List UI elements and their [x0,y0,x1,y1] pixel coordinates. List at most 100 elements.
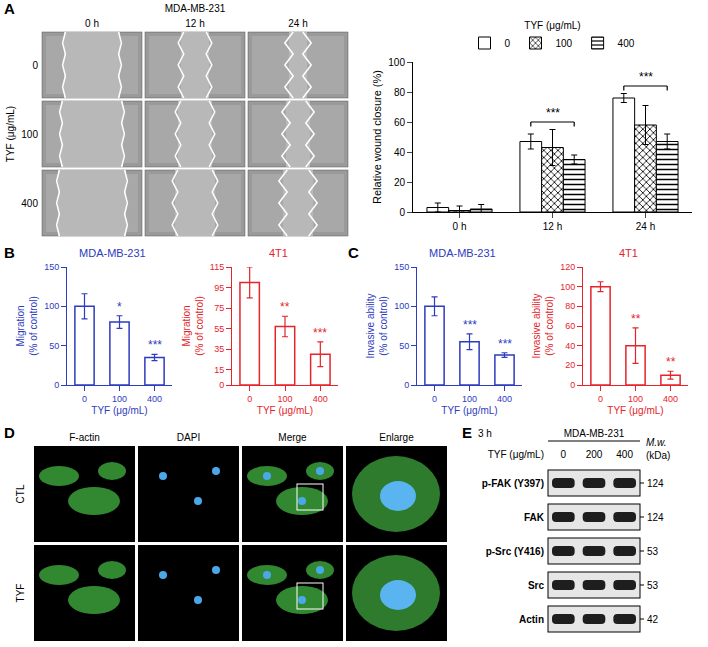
svg-text:Enlarge: Enlarge [379,432,414,443]
svg-text:100: 100 [394,301,409,311]
svg-text:E: E [462,424,472,441]
svg-text:0: 0 [82,394,87,404]
svg-text:0: 0 [247,394,252,404]
svg-text:124: 124 [647,512,664,523]
svg-text:**: ** [631,312,641,326]
svg-text:Actin: Actin [519,614,544,625]
svg-text:20: 20 [565,360,575,370]
svg-text:0: 0 [404,380,409,390]
svg-text:100: 100 [462,394,477,404]
svg-text:100: 100 [112,394,127,404]
svg-text:50: 50 [399,341,409,351]
svg-text:Migration(% of control): Migration(% of control) [15,296,39,355]
svg-text:Relative wound closure (%): Relative wound closure (%) [371,70,383,204]
svg-text:100: 100 [44,301,59,311]
svg-text:100: 100 [277,394,292,404]
svg-text:**: ** [280,300,290,314]
svg-text:400: 400 [497,394,512,404]
svg-text:75: 75 [214,303,224,313]
svg-text:0: 0 [561,449,567,460]
svg-text:***: *** [639,70,653,84]
svg-text:120: 120 [560,262,575,272]
svg-text:***: *** [313,326,327,340]
svg-text:53: 53 [647,546,659,557]
svg-text:F-actin: F-actin [69,432,100,443]
svg-text:115: 115 [210,262,224,272]
svg-text:Invasive ability(% of control): Invasive ability(% of control) [531,293,555,358]
svg-text:3 h: 3 h [478,428,492,439]
svg-text:*: * [117,300,122,314]
svg-text:35: 35 [214,344,224,354]
svg-text:95: 95 [214,283,224,293]
svg-text:CTL: CTL [15,484,26,503]
svg-text:400: 400 [21,198,38,209]
svg-text:0: 0 [598,394,603,404]
svg-text:400: 400 [313,394,328,404]
svg-text:***: *** [148,338,162,352]
svg-text:124: 124 [647,478,664,489]
svg-text:MDA-MB-231: MDA-MB-231 [165,3,226,14]
svg-text:100: 100 [560,282,575,292]
svg-text:TYF: TYF [15,584,26,603]
svg-text:100: 100 [628,394,643,404]
svg-text:Merge: Merge [278,432,307,443]
svg-text:**: ** [666,355,676,369]
svg-text:100: 100 [21,129,38,140]
svg-text:TYF (μg/mL): TYF (μg/mL) [5,106,16,162]
svg-text:A: A [4,0,15,17]
svg-text:4T1: 4T1 [269,247,288,259]
svg-text:20: 20 [394,177,406,188]
svg-text:B: B [4,244,15,261]
svg-text:MDA-MB-231: MDA-MB-231 [79,247,146,259]
svg-text:0: 0 [399,207,405,218]
svg-text:***: *** [498,337,512,351]
svg-text:40: 40 [565,341,575,351]
svg-text:Src: Src [528,580,545,591]
svg-text:TYF (μg/mL): TYF (μg/mL) [441,405,497,416]
svg-text:p-Src (Y416): p-Src (Y416) [486,546,544,557]
svg-text:TYF (μg/mL): TYF (μg/mL) [524,20,580,31]
svg-text:0: 0 [32,60,38,71]
svg-text:55: 55 [214,324,224,334]
svg-text:0: 0 [570,380,575,390]
svg-text:0: 0 [505,38,511,49]
svg-text:400: 400 [147,394,162,404]
svg-text:50: 50 [49,341,59,351]
svg-text:0: 0 [219,380,224,390]
svg-text:C: C [348,244,359,261]
svg-text:80: 80 [394,87,406,98]
svg-text:TYF (μg/mL): TYF (μg/mL) [91,405,147,416]
svg-text:24 h: 24 h [288,18,307,29]
svg-text:150: 150 [44,262,59,272]
svg-text:0: 0 [432,394,437,404]
svg-text:D: D [4,424,15,441]
svg-text:TYF (μg/mL): TYF (μg/mL) [488,449,544,460]
svg-text:53: 53 [647,580,659,591]
svg-text:15: 15 [214,365,224,375]
svg-text:40: 40 [394,147,406,158]
svg-text:200: 200 [586,449,603,460]
svg-text:100: 100 [556,38,573,49]
svg-text:M.w.: M.w. [646,437,667,448]
svg-text:DAPI: DAPI [177,432,200,443]
svg-text:400: 400 [616,449,633,460]
svg-text:Migration(% of control): Migration(% of control) [181,296,205,355]
svg-text:12 h: 12 h [185,18,204,29]
svg-text:4T1: 4T1 [619,247,638,259]
svg-text:24 h: 24 h [636,221,655,232]
svg-text:0: 0 [54,380,59,390]
svg-text:400: 400 [663,394,678,404]
svg-text:TYF (μg/mL): TYF (μg/mL) [257,405,313,416]
svg-text:0 h: 0 h [453,221,467,232]
svg-text:60: 60 [394,117,406,128]
svg-text:FAK: FAK [524,512,545,523]
svg-text:100: 100 [388,57,405,68]
svg-text:60: 60 [565,321,575,331]
svg-text:TYF (μg/mL): TYF (μg/mL) [607,405,663,416]
svg-text:MDA-MB-231: MDA-MB-231 [429,247,496,259]
svg-text:42: 42 [647,614,659,625]
svg-text:150: 150 [394,262,409,272]
svg-text:Invasive ability(% of control): Invasive ability(% of control) [365,293,389,358]
svg-text:(kDa): (kDa) [646,450,670,461]
svg-text:***: *** [463,318,477,332]
